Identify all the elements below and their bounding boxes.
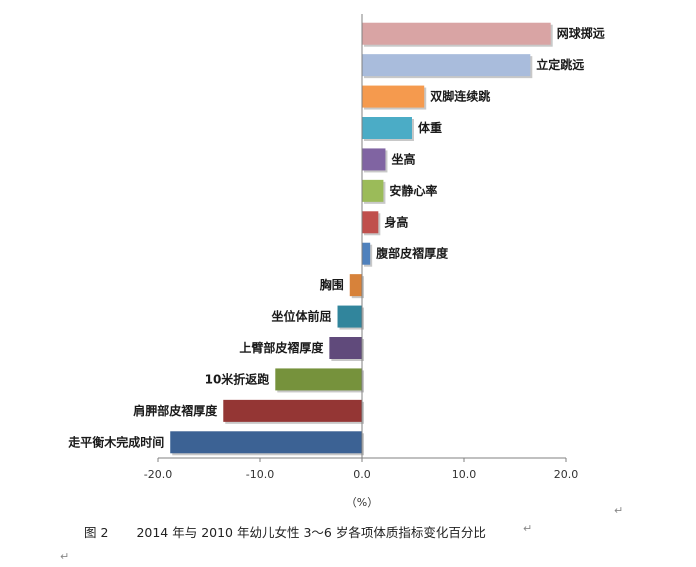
paragraph-mark-icon: ↵ <box>60 550 70 563</box>
bar-label: 立定跳远 <box>536 57 584 72</box>
bar-label: 坐高 <box>391 151 415 166</box>
x-axis-title: （%） <box>346 496 378 509</box>
bar <box>223 399 362 422</box>
bar-label: 身高 <box>384 214 408 229</box>
bar <box>349 274 362 297</box>
bar <box>362 242 371 265</box>
x-tick-label: 0.0 <box>353 468 371 481</box>
x-tick-label: 20.0 <box>554 468 579 481</box>
x-tick-label: -20.0 <box>144 468 172 481</box>
bar-label: 走平衡木完成时间 <box>68 434 164 449</box>
bar <box>362 22 551 45</box>
bar-label: 10米折返跑 <box>205 371 270 386</box>
figure-number: 图 2 <box>84 525 109 540</box>
figure-caption-text: 2014 年与 2010 年幼儿女性 3～6 岁各项体质指标变化百分比 <box>136 525 486 540</box>
bar-labels-group: 网球掷远立定跳远双脚连续跳体重坐高安静心率身高腹部皮褶厚度胸围坐位体前屈上臂部皮… <box>68 26 604 450</box>
bar <box>362 54 531 77</box>
bar-label: 双脚连续跳 <box>430 89 490 104</box>
bar-label: 体重 <box>418 120 442 135</box>
bar-label: 肩胛部皮褶厚度 <box>133 403 218 418</box>
bar-label: 胸围 <box>320 277 344 292</box>
bar-label: 安静心率 <box>389 183 437 198</box>
bar-label: 上臂部皮褶厚度 <box>239 340 324 355</box>
x-tick-label: -10.0 <box>246 468 274 481</box>
x-tick-label: 10.0 <box>452 468 477 481</box>
bars-group <box>170 22 553 456</box>
paragraph-mark-icon: ↵ <box>614 504 624 517</box>
bar <box>329 337 362 359</box>
bar <box>362 211 379 234</box>
x-ticks-group: -20.0 -10.0 0.0 10.0 20.0 <box>144 458 578 481</box>
bar <box>362 85 425 108</box>
paragraph-mark-icon: ↵ <box>523 522 533 535</box>
bar <box>337 305 362 328</box>
bar-label: 坐位体前屈 <box>272 309 332 324</box>
bar <box>275 368 362 391</box>
figure-caption: 图 2 2014 年与 2010 年幼儿女性 3～6 岁各项体质指标变化百分比 <box>84 522 486 541</box>
bar <box>362 179 384 202</box>
bar <box>362 148 386 171</box>
bar <box>170 431 362 454</box>
bar-label: 网球掷远 <box>557 26 605 41</box>
bar-label: 腹部皮褶厚度 <box>376 246 449 261</box>
bar <box>362 117 412 139</box>
